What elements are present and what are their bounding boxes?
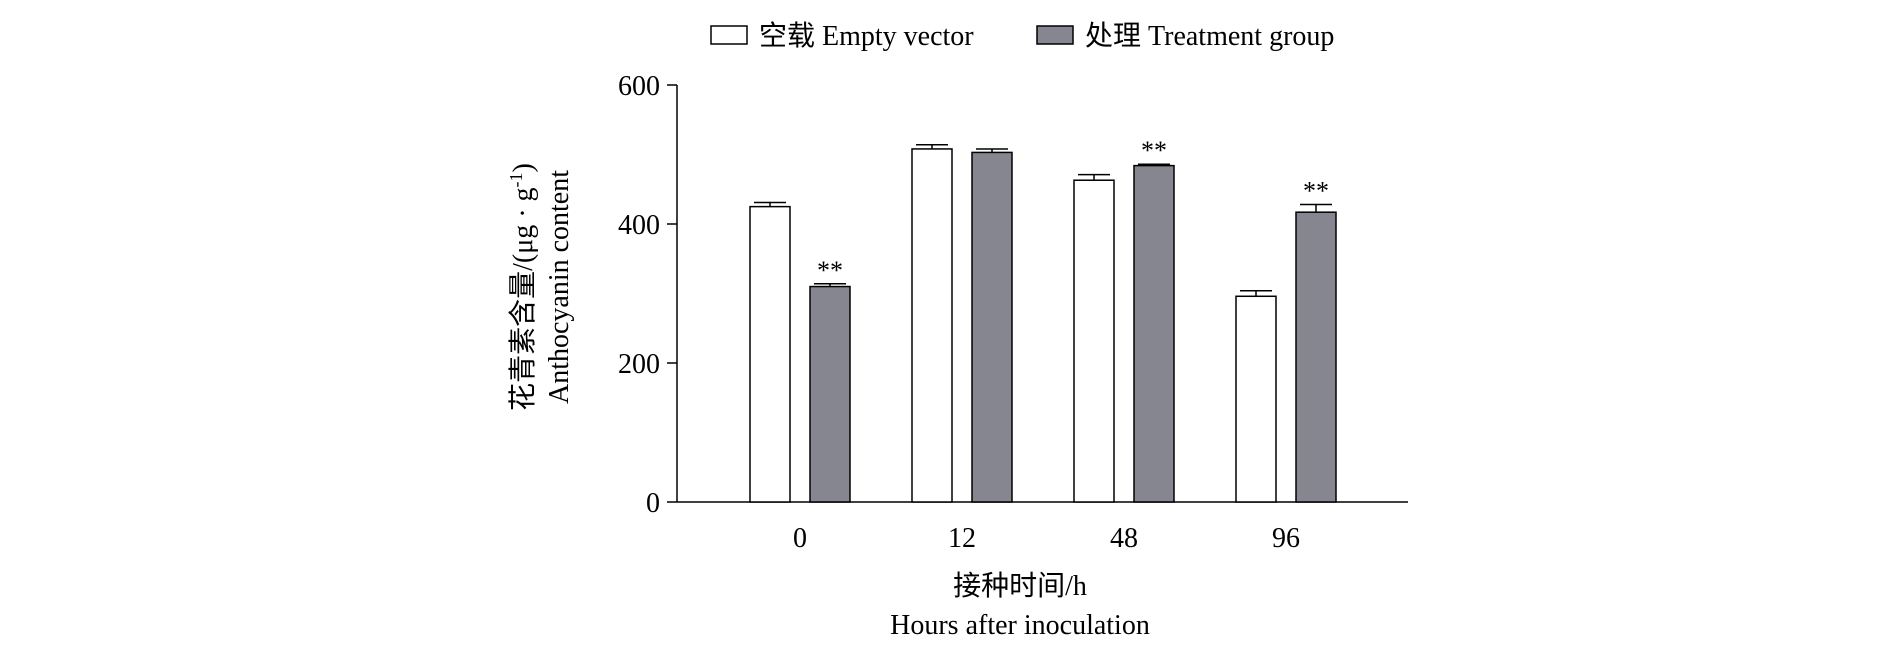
bar: [749, 205, 791, 503]
bar: [809, 285, 851, 503]
bar: [911, 148, 953, 503]
bar: [1133, 164, 1175, 503]
significance-mark: **: [817, 256, 843, 285]
error-bars: [754, 144, 1332, 297]
bars: [749, 148, 1337, 503]
y-tick-label: 0: [646, 488, 660, 519]
bar: [1235, 295, 1277, 503]
x-tick-label: 48: [1110, 523, 1138, 554]
y-axis-label: 花青素含量/(μg · g-1) Anthocyanin content: [506, 163, 575, 411]
bar: [1073, 179, 1115, 503]
y-tick-label: 600: [618, 71, 660, 102]
significance-marks: ** ** **: [817, 136, 1329, 285]
legend-swatch-empty-vector: [710, 25, 748, 45]
y-tick-label: 200: [618, 349, 660, 380]
x-tick-label: 0: [793, 523, 807, 554]
svg-text:花青素含量/(μg · g-1): 花青素含量/(μg · g-1): [506, 163, 539, 411]
x-tick-labels: 0 12 48 96: [793, 523, 1300, 554]
x-axis-label-en: Hours after inoculation: [890, 610, 1150, 641]
y-tick-label: 400: [618, 210, 660, 241]
axes: [667, 84, 1408, 503]
x-axis-label-cn: 接种时间/h: [953, 570, 1087, 602]
y-axis-label-cn: 花青素含量/(μg · g: [507, 187, 539, 410]
legend-label-empty-vector: 空载 Empty vector: [759, 20, 974, 52]
y-axis-label-sup: -1: [506, 172, 526, 187]
bar: [971, 151, 1013, 503]
y-axis-label-close: ): [508, 163, 539, 172]
x-tick-label: 12: [948, 523, 976, 554]
legend-swatch-treatment-group: [1036, 25, 1074, 45]
x-tick-label: 96: [1272, 523, 1300, 554]
y-axis-label-en: Anthocyanin content: [544, 170, 575, 404]
significance-mark: **: [1303, 177, 1329, 206]
legend-label-treatment-group: 处理 Treatment group: [1085, 20, 1334, 52]
legend: 空载 Empty vector 处理 Treatment group: [710, 20, 1334, 52]
significance-mark: **: [1141, 136, 1167, 165]
y-tick-labels: 0 200 400 600: [618, 71, 660, 519]
bar: [1295, 211, 1337, 503]
